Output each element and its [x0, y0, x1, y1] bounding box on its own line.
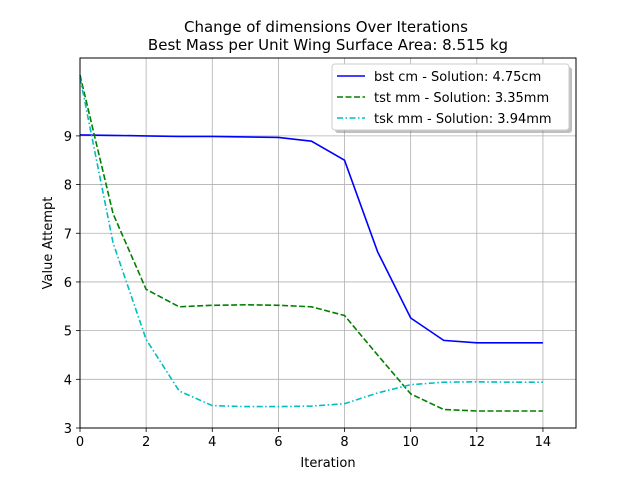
- y-tick-label: 9: [64, 130, 72, 145]
- legend-label-1: bst cm - Solution: 4.75cm: [374, 70, 541, 85]
- x-tick-label: 6: [274, 435, 282, 450]
- y-tick-label: 7: [64, 227, 72, 242]
- x-tick-label: 2: [142, 435, 150, 450]
- series-line-1: [79, 134, 543, 344]
- x-tick-label: 10: [402, 435, 419, 450]
- x-tick-label: 0: [76, 435, 84, 450]
- legend-label-2: tst mm - Solution: 3.35mm: [374, 91, 549, 106]
- x-tick-label: 12: [469, 435, 486, 450]
- plot-frame: [79, 57, 577, 429]
- legend-label-3: tsk mm - Solution: 3.94mm: [374, 112, 552, 127]
- x-axis-label: Iteration: [300, 456, 355, 471]
- series-lines: [79, 74, 543, 412]
- chart-title: Change of dimensions Over Iterations: [184, 18, 468, 36]
- x-tick-label: 8: [340, 435, 348, 450]
- series-line-3: [79, 77, 543, 408]
- y-axis-label: Value Attempt: [41, 197, 56, 290]
- y-tick-label: 6: [64, 276, 72, 291]
- chart-subtitle: Best Mass per Unit Wing Surface Area: 8.…: [148, 36, 508, 54]
- series-line-2: [79, 74, 543, 412]
- legend: bst cm - Solution: 4.75cm tst mm - Soluti…: [331, 63, 572, 133]
- x-tick-label: 14: [535, 435, 552, 450]
- axis-ticks: 0 2 4 6 8 10 12 14 3 4 5 6 7 8 9: [64, 130, 551, 450]
- y-tick-label: 8: [64, 179, 72, 194]
- legend-box: [331, 63, 570, 131]
- x-tick-label: 4: [208, 435, 216, 450]
- y-tick-label: 3: [64, 422, 72, 437]
- y-tick-label: 4: [64, 373, 72, 388]
- y-tick-label: 5: [64, 325, 72, 340]
